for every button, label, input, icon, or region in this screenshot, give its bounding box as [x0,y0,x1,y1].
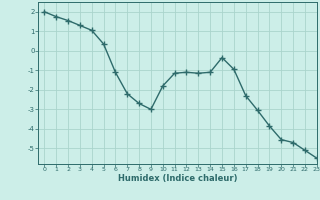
X-axis label: Humidex (Indice chaleur): Humidex (Indice chaleur) [118,174,237,183]
